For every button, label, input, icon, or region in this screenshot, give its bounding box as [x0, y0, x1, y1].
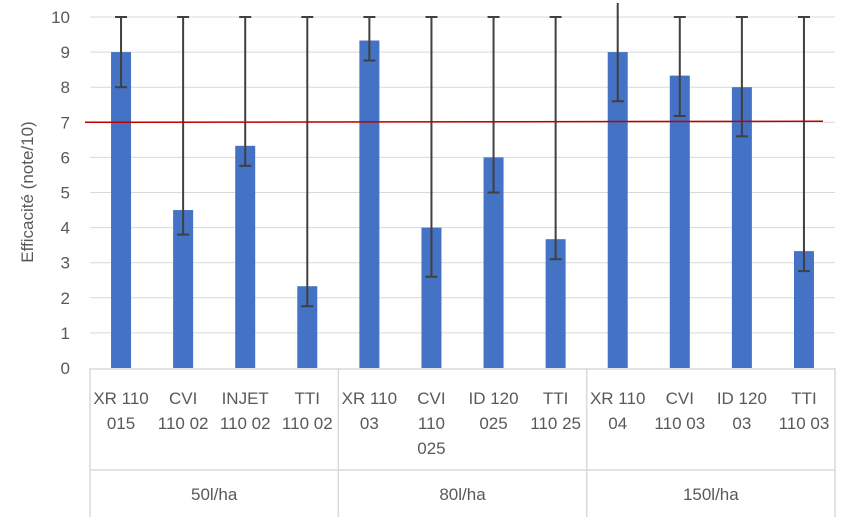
y-tick-label: 1 [61, 324, 70, 343]
bar [235, 145, 256, 368]
bar [173, 210, 194, 368]
x-tick-label: 110 02 [220, 414, 271, 433]
x-tick-label: 110 02 [158, 414, 209, 433]
x-tick-label: TTI [543, 389, 569, 408]
y-tick-label: 2 [61, 289, 70, 308]
y-tick-label: 6 [61, 148, 70, 167]
x-tick-label: ID 120 [717, 389, 767, 408]
bar [111, 52, 132, 368]
y-tick-label: 5 [61, 184, 70, 203]
x-tick-label: 03 [732, 414, 751, 433]
x-tick-label: CVI [417, 389, 445, 408]
x-tick-label: XR 110 [590, 389, 645, 408]
x-tick-label: 110 03 [654, 414, 705, 433]
group-label: 150l/ha [683, 485, 739, 504]
bar [793, 251, 814, 368]
bar [669, 75, 690, 368]
x-tick-label: 110 02 [282, 414, 333, 433]
bar [731, 87, 752, 368]
x-tick-label: 03 [360, 414, 379, 433]
x-tick-label: CVI [666, 389, 694, 408]
y-tick-label: 0 [61, 359, 70, 378]
y-tick-label: 4 [61, 219, 70, 238]
group-label: 80l/ha [439, 485, 486, 504]
y-tick-label: 9 [61, 43, 70, 62]
x-tick-label: CVI [169, 389, 197, 408]
y-tick-label: 3 [61, 254, 70, 273]
bar [607, 52, 628, 368]
bar [359, 40, 380, 368]
x-tick-label: 110 25 [530, 414, 581, 433]
threshold-line [84, 120, 824, 124]
x-tick-label: TTI [791, 389, 817, 408]
x-tick-label: 025 [479, 414, 507, 433]
y-tick-label: 10 [51, 8, 70, 27]
bar [545, 239, 566, 368]
x-tick-label: XR 110 [93, 389, 148, 408]
x-tick-label: 110 03 [779, 414, 830, 433]
y-axis-label: Efficacité (note/10) [18, 121, 37, 262]
x-tick-label: XR 110 [342, 389, 397, 408]
group-label: 50l/ha [191, 485, 238, 504]
x-tick-label: TTI [295, 389, 321, 408]
bar [483, 157, 504, 368]
x-tick-label: INJET [222, 389, 269, 408]
y-tick-label: 7 [61, 113, 70, 132]
x-tick-label: 025 [417, 439, 445, 458]
y-tick-label: 8 [61, 78, 70, 97]
x-tick-label: 110 [418, 414, 445, 433]
x-tick-label: 04 [608, 414, 627, 433]
bar [421, 227, 442, 368]
x-tick-label: 015 [107, 414, 135, 433]
x-tick-label: ID 120 [468, 389, 518, 408]
